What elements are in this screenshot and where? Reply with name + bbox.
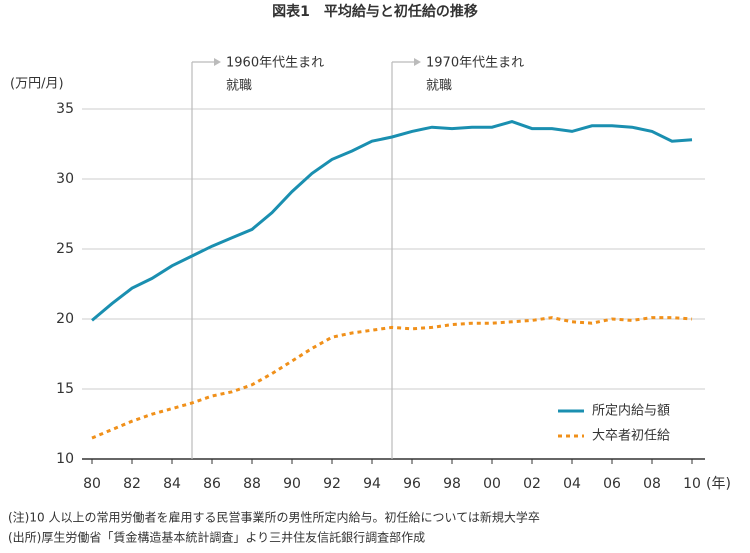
chart-title: 図表1 平均給与と初任給の推移: [272, 3, 478, 20]
x-tick-label: 00: [483, 476, 501, 492]
x-tick-label: 06: [603, 476, 621, 492]
legend-label: 大卒者初任給: [592, 429, 670, 444]
y-tick-label: 25: [56, 241, 74, 257]
legend-label: 所定内給与額: [592, 403, 670, 419]
x-tick-label: 02: [523, 476, 541, 492]
y-tick-label: 20: [56, 311, 74, 327]
footnote: (出所)厚生労働省「賃金構造基本統計調査」より三井住友信託銀行調査部作成: [8, 530, 425, 545]
annotation-text: 就職: [226, 79, 252, 94]
y-axis-label: (万円/月): [10, 77, 64, 92]
x-tick-label: 98: [443, 476, 461, 492]
y-tick-label: 35: [56, 101, 74, 117]
x-axis-label: (年): [706, 476, 731, 492]
x-tick-label: 88: [243, 476, 261, 492]
arrow-head: [214, 58, 221, 66]
series-line: [91, 120, 693, 322]
x-tick-label: 84: [163, 476, 181, 492]
annotation-text: 就職: [426, 79, 452, 94]
y-tick-label: 30: [56, 171, 74, 187]
x-tick-label: 92: [323, 476, 341, 492]
annotation-text: 1970年代生まれ: [426, 56, 524, 71]
annotation-text: 1960年代生まれ: [226, 56, 324, 71]
arrow-head: [414, 58, 421, 66]
x-tick-label: 82: [123, 476, 141, 492]
x-tick-label: 94: [363, 476, 381, 492]
x-tick-label: 80: [83, 476, 101, 492]
x-tick-label: 08: [643, 476, 661, 492]
series-line: [91, 316, 693, 440]
x-tick-label: 10: [683, 476, 701, 492]
x-tick-label: 04: [563, 476, 581, 492]
x-tick-label: 96: [403, 476, 421, 492]
x-tick-label: 90: [283, 476, 301, 492]
x-tick-label: 86: [203, 476, 221, 492]
y-tick-label: 10: [56, 451, 74, 467]
y-tick-label: 15: [56, 381, 74, 397]
footnote: (注)10 人以上の常用労働者を雇用する民営事業所の男性所定内給与。初任給につい…: [8, 510, 540, 525]
